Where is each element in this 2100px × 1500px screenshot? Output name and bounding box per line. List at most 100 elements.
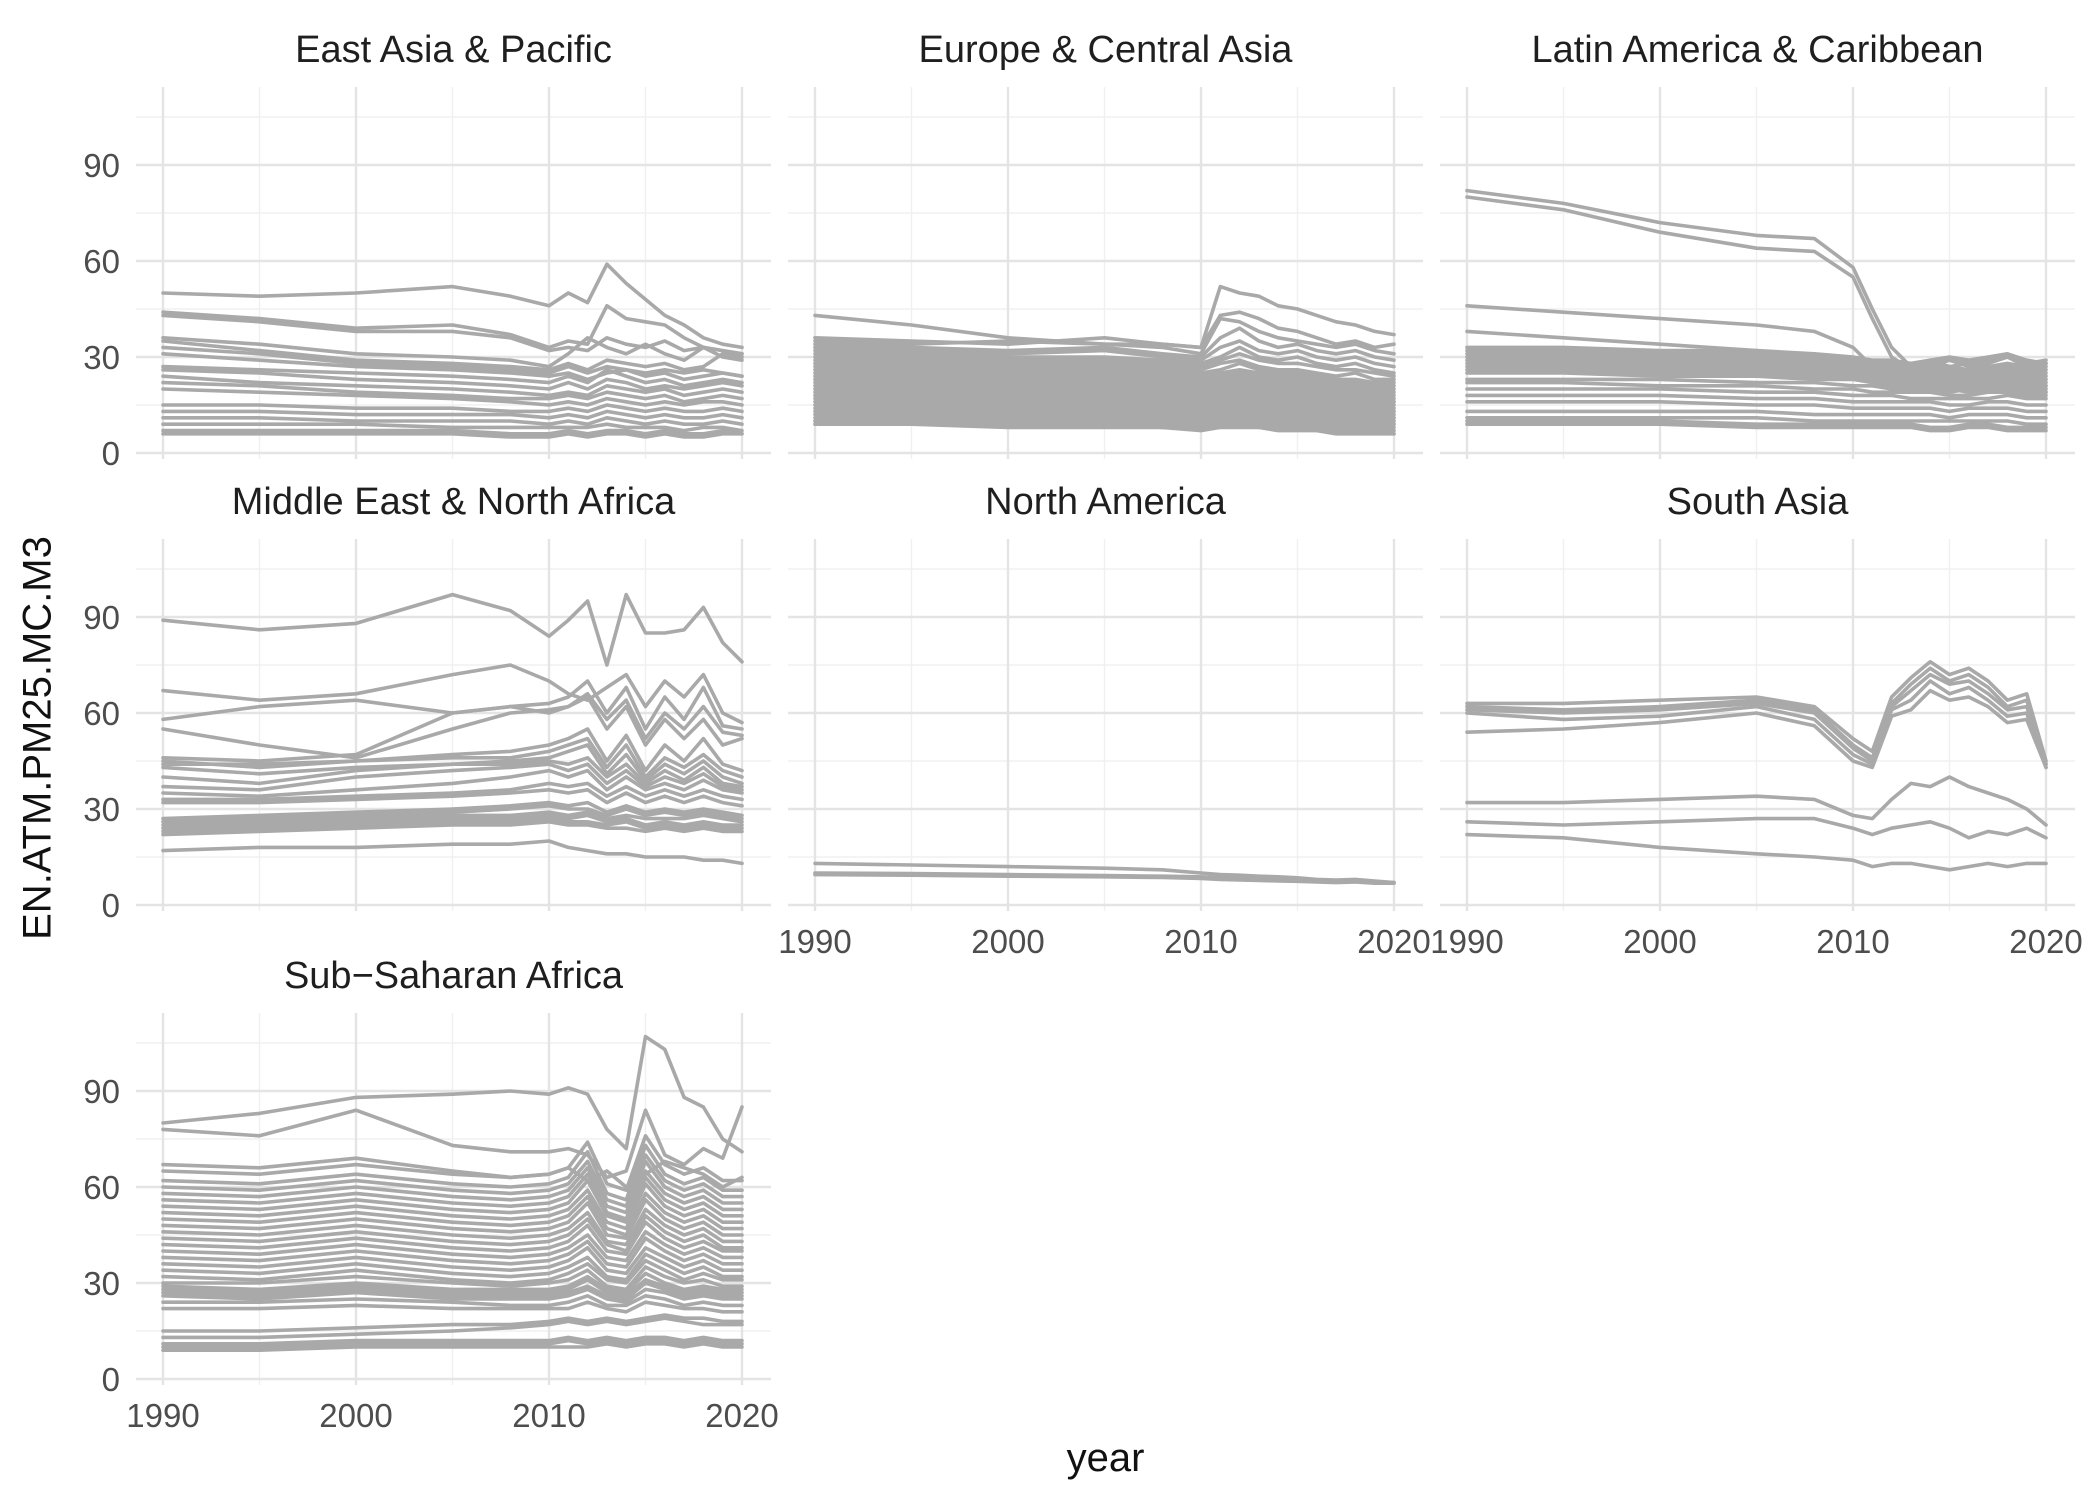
grid-svg bbox=[136, 539, 771, 911]
series-line bbox=[813, 383, 1396, 407]
y-tick-label: 30 bbox=[83, 1265, 120, 1302]
series-line bbox=[1465, 348, 2048, 369]
series-line bbox=[161, 262, 744, 350]
series-line bbox=[1465, 816, 2048, 840]
x-tick-label: 1990 bbox=[126, 1397, 200, 1434]
x-axis-title: year bbox=[1066, 1436, 1145, 1480]
series-line bbox=[1465, 422, 2048, 433]
series-line bbox=[161, 374, 744, 398]
series-line bbox=[161, 1316, 744, 1340]
series-line bbox=[161, 692, 744, 760]
facet-title: Sub−Saharan Africa bbox=[283, 955, 624, 997]
series-line bbox=[1465, 377, 2048, 395]
series-line bbox=[813, 406, 1396, 423]
series-line bbox=[813, 345, 1396, 375]
series-line bbox=[161, 1220, 744, 1256]
series-line bbox=[813, 387, 1396, 411]
series-line bbox=[161, 1182, 744, 1231]
series-line bbox=[161, 304, 744, 363]
series-line bbox=[161, 1236, 744, 1269]
series-line bbox=[161, 403, 744, 414]
series-line bbox=[161, 409, 744, 420]
series-line bbox=[1465, 355, 2048, 375]
series-line bbox=[1465, 393, 2048, 407]
series-line bbox=[161, 336, 744, 369]
series-line bbox=[161, 736, 744, 779]
series-line bbox=[1465, 409, 2048, 420]
series-line bbox=[813, 374, 1396, 401]
series-line bbox=[813, 422, 1396, 436]
y-tick-label: 0 bbox=[101, 1361, 120, 1398]
series-line bbox=[161, 345, 744, 379]
x-tick-label: 2010 bbox=[512, 1397, 586, 1434]
series-line bbox=[161, 762, 744, 792]
series-line bbox=[161, 1175, 744, 1224]
series-line bbox=[161, 1265, 744, 1292]
x-tick-label: 2010 bbox=[1164, 923, 1238, 960]
series-line bbox=[161, 1313, 744, 1333]
series-line bbox=[161, 431, 744, 439]
series-line bbox=[1465, 371, 2048, 391]
x-tick-label: 1990 bbox=[1430, 923, 1504, 960]
series-line bbox=[1465, 399, 2048, 414]
series-line bbox=[161, 1143, 744, 1202]
y-tick-label: 60 bbox=[83, 243, 120, 280]
series-line bbox=[161, 339, 744, 372]
grid-svg bbox=[788, 539, 1423, 911]
series-line bbox=[161, 1214, 744, 1253]
series-line bbox=[813, 358, 1396, 385]
series-line bbox=[1465, 380, 2048, 398]
y-tick-label: 90 bbox=[83, 599, 120, 636]
series-line bbox=[813, 364, 1396, 391]
series-line bbox=[161, 695, 744, 763]
series-line bbox=[161, 756, 744, 789]
series-line bbox=[1465, 832, 2048, 872]
series-line bbox=[161, 803, 744, 824]
y-tick-label: 30 bbox=[83, 339, 120, 376]
y-tick-label: 60 bbox=[83, 695, 120, 732]
facet-panel bbox=[1440, 539, 2075, 916]
series-line bbox=[161, 810, 744, 827]
series-line bbox=[161, 1034, 744, 1154]
x-tick-label: 2020 bbox=[2009, 923, 2083, 960]
series-line bbox=[161, 1159, 744, 1215]
series-line bbox=[1465, 672, 2048, 766]
series-line bbox=[161, 1230, 744, 1263]
series-line bbox=[161, 422, 744, 433]
series-line bbox=[161, 1300, 744, 1314]
x-tick-label: 2000 bbox=[319, 1397, 393, 1434]
grid-svg bbox=[136, 1013, 771, 1385]
facet-panel bbox=[788, 87, 1423, 464]
series-line bbox=[161, 1341, 744, 1353]
series-line bbox=[1465, 660, 2048, 763]
facet-title: North America bbox=[985, 481, 1226, 523]
y-tick-label: 60 bbox=[83, 1169, 120, 1206]
series-line bbox=[161, 1153, 744, 1208]
series-line bbox=[1465, 679, 2048, 770]
series-line bbox=[1465, 387, 2048, 401]
facet-panel bbox=[1440, 87, 2075, 464]
series-line bbox=[161, 781, 744, 802]
series-line bbox=[161, 800, 744, 821]
series-line bbox=[161, 1191, 744, 1237]
x-tick-label: 1990 bbox=[778, 923, 852, 960]
series-line bbox=[161, 367, 744, 391]
series-line bbox=[813, 872, 1396, 886]
series-line bbox=[1465, 358, 2048, 379]
series-line bbox=[813, 316, 1396, 356]
series-line bbox=[813, 355, 1396, 382]
y-tick-label: 0 bbox=[101, 435, 120, 472]
series-line bbox=[161, 1287, 744, 1305]
series-line bbox=[1465, 666, 2048, 766]
series-line bbox=[161, 364, 744, 388]
facet-panel bbox=[788, 539, 1423, 916]
series-line bbox=[161, 1252, 744, 1282]
series-line bbox=[161, 1277, 744, 1298]
grid-svg bbox=[136, 87, 771, 459]
series-line bbox=[161, 788, 744, 808]
series-line bbox=[1465, 364, 2048, 385]
facet-title: East Asia & Pacific bbox=[295, 29, 612, 71]
facet-title: Middle East & North Africa bbox=[231, 481, 676, 523]
series-line bbox=[161, 1293, 744, 1308]
